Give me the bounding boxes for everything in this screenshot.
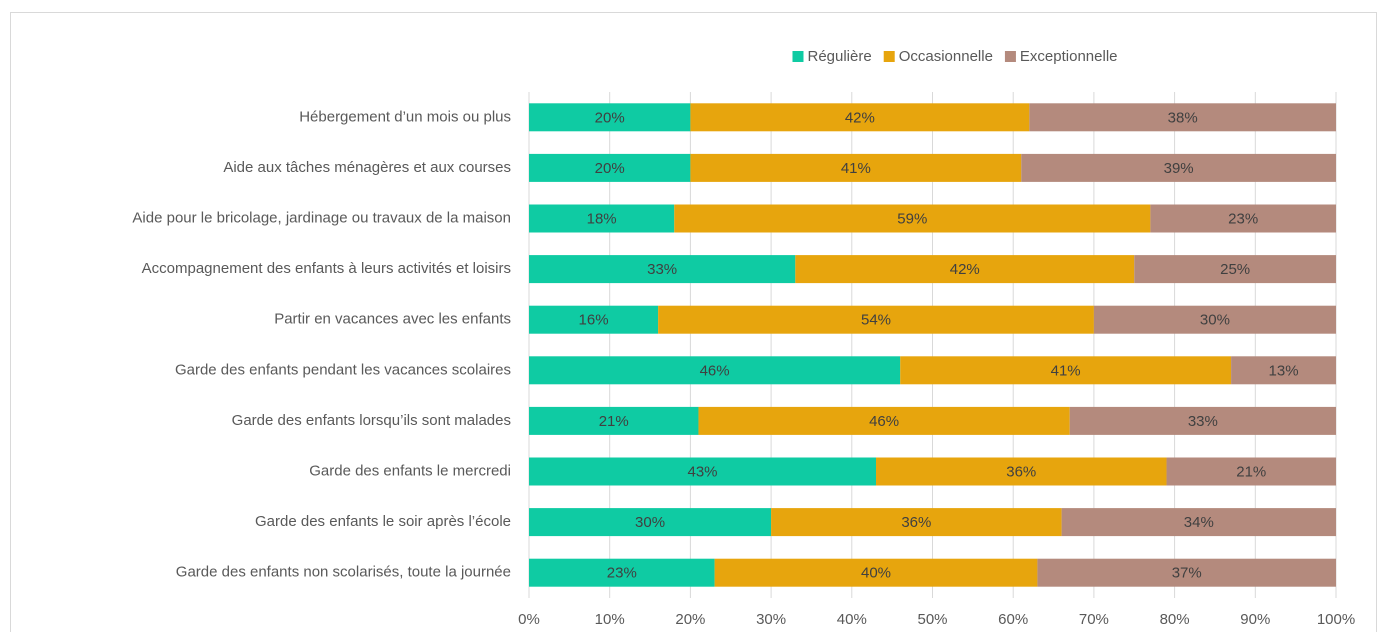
x-tick-label: 70% bbox=[1079, 611, 1109, 628]
bar-segment bbox=[1037, 558, 1336, 587]
data-label: 59% bbox=[897, 210, 927, 227]
data-label: 41% bbox=[1051, 362, 1081, 379]
data-label: 33% bbox=[1188, 413, 1218, 430]
legend-label: Régulière bbox=[807, 48, 871, 65]
x-tick-label: 80% bbox=[1160, 611, 1190, 628]
bar-segment bbox=[529, 153, 691, 182]
y-tick-label: Garde des enfants non scolarisés, toute … bbox=[176, 564, 511, 581]
data-label: 18% bbox=[587, 210, 617, 227]
bar-segment bbox=[529, 558, 715, 587]
bar-segment bbox=[1029, 103, 1336, 132]
x-tick-label: 10% bbox=[595, 611, 625, 628]
bar-segment bbox=[529, 204, 675, 233]
y-tick-label: Garde des enfants lorsqu’ils sont malade… bbox=[232, 412, 511, 429]
bar-segment bbox=[1166, 457, 1336, 486]
x-tick-label: 60% bbox=[998, 611, 1028, 628]
x-tick-label: 30% bbox=[756, 611, 786, 628]
bar-segment bbox=[658, 305, 1094, 334]
bar-segment bbox=[714, 558, 1038, 587]
y-tick-label: Partir en vacances avec les enfants bbox=[274, 311, 511, 328]
legend-swatch bbox=[792, 51, 804, 62]
y-tick-label: Garde des enfants le mercredi bbox=[309, 462, 511, 479]
legend-swatch bbox=[883, 51, 895, 62]
x-tick-label: 0% bbox=[518, 611, 540, 628]
data-label: 39% bbox=[1164, 160, 1194, 177]
data-label: 54% bbox=[861, 312, 891, 329]
legend-label: Occasionnelle bbox=[899, 48, 993, 65]
bar-segment bbox=[529, 356, 901, 385]
data-label: 23% bbox=[607, 565, 637, 582]
x-tick-label: 20% bbox=[675, 611, 705, 628]
bar-segment bbox=[1093, 305, 1336, 334]
bar-segment bbox=[529, 457, 877, 486]
bar-segment bbox=[690, 153, 1022, 182]
data-label: 30% bbox=[635, 514, 665, 531]
bar-segment bbox=[529, 508, 772, 537]
x-tick-label: 50% bbox=[917, 611, 947, 628]
data-label: 43% bbox=[687, 463, 717, 480]
data-label: 36% bbox=[1006, 463, 1036, 480]
bar-segment bbox=[529, 406, 699, 435]
chart-border bbox=[10, 12, 1377, 632]
bar-segment bbox=[771, 508, 1062, 537]
data-label: 16% bbox=[579, 312, 609, 329]
bar-segment bbox=[1231, 356, 1336, 385]
bar-segment bbox=[690, 103, 1030, 132]
bar-segment bbox=[795, 255, 1135, 284]
data-label: 20% bbox=[595, 160, 625, 177]
y-tick-label: Aide aux tâches ménagères et aux courses bbox=[223, 159, 511, 176]
data-label: 38% bbox=[1168, 109, 1198, 126]
data-label: 21% bbox=[599, 413, 629, 430]
bar-segment bbox=[1069, 406, 1336, 435]
data-label: 46% bbox=[869, 413, 899, 430]
bar-segment bbox=[529, 255, 796, 284]
y-tick-label: Hébergement d’un mois ou plus bbox=[299, 108, 511, 125]
data-label: 41% bbox=[841, 160, 871, 177]
data-label: 21% bbox=[1236, 463, 1266, 480]
y-tick-label: Aide pour le bricolage, jardinage ou tra… bbox=[132, 209, 511, 226]
data-label: 13% bbox=[1269, 362, 1299, 379]
data-label: 34% bbox=[1184, 514, 1214, 531]
data-label: 40% bbox=[861, 565, 891, 582]
x-tick-label: 90% bbox=[1240, 611, 1270, 628]
bar-segment bbox=[698, 406, 1070, 435]
data-label: 42% bbox=[950, 261, 980, 278]
data-label: 25% bbox=[1220, 261, 1250, 278]
legend-label: Exceptionnelle bbox=[1020, 48, 1118, 65]
data-label: 33% bbox=[647, 261, 677, 278]
data-label: 37% bbox=[1172, 565, 1202, 582]
data-label: 30% bbox=[1200, 312, 1230, 329]
x-tick-label: 40% bbox=[837, 611, 867, 628]
bar-segment bbox=[900, 356, 1232, 385]
y-tick-label: Accompagnement des enfants à leurs activ… bbox=[142, 260, 511, 277]
bar-segment bbox=[529, 103, 691, 132]
bar-segment bbox=[1150, 204, 1336, 233]
legend-swatch bbox=[1004, 51, 1016, 62]
y-tick-label: Garde des enfants le soir après l’école bbox=[255, 513, 511, 530]
y-tick-label: Garde des enfants pendant les vacances s… bbox=[175, 361, 511, 378]
data-label: 36% bbox=[901, 514, 931, 531]
bar-segment bbox=[529, 305, 659, 334]
bar-segment bbox=[1061, 508, 1336, 537]
data-label: 20% bbox=[595, 109, 625, 126]
data-label: 46% bbox=[700, 362, 730, 379]
bar-segment bbox=[674, 204, 1151, 233]
data-label: 42% bbox=[845, 109, 875, 126]
data-label: 23% bbox=[1228, 210, 1258, 227]
bar-segment bbox=[1021, 153, 1336, 182]
x-tick-label: 100% bbox=[1317, 611, 1355, 628]
bar-segment bbox=[1134, 255, 1336, 284]
bar-segment bbox=[876, 457, 1167, 486]
